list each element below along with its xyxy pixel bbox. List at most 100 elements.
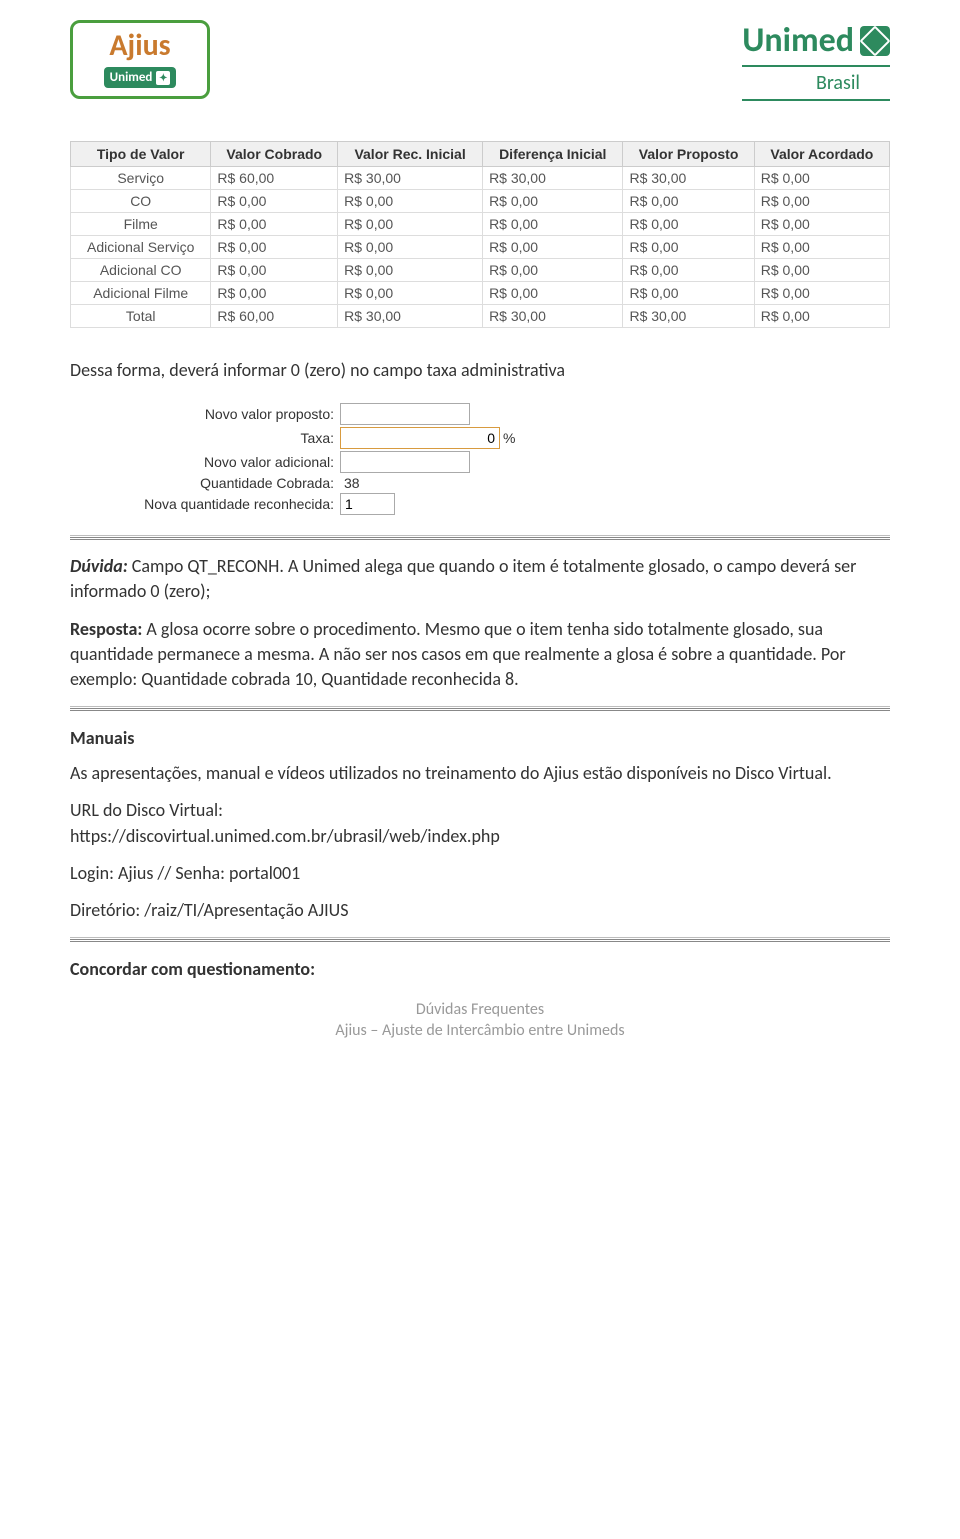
table-cell: R$ 0,00: [754, 190, 889, 213]
footer-line-2: Ajius – Ajuste de Intercâmbio entre Unim…: [70, 1021, 890, 1040]
table-cell: R$ 0,00: [211, 282, 338, 305]
table-cell: R$ 0,00: [623, 259, 754, 282]
th-rec-inicial: Valor Rec. Inicial: [338, 142, 483, 167]
input-nova-quantidade[interactable]: [340, 493, 395, 515]
table-row: Adicional ServiçoR$ 0,00R$ 0,00R$ 0,00R$…: [71, 236, 890, 259]
table-cell: CO: [71, 190, 211, 213]
url-label: URL do Disco Virtual:: [70, 799, 223, 821]
th-tipo: Tipo de Valor: [71, 142, 211, 167]
unimed-logo-icon: [860, 26, 890, 56]
table-cell: R$ 30,00: [483, 167, 623, 190]
form-section: Novo valor proposto: Taxa: % Novo valor …: [110, 403, 580, 515]
label-quantidade-cobrada: Quantidade Cobrada:: [110, 475, 340, 491]
table-cell: R$ 0,00: [338, 236, 483, 259]
diretorio-line: Diretório: /raiz/TI/Apresentação AJIUS: [70, 898, 890, 923]
table-cell: R$ 30,00: [338, 305, 483, 328]
unimed-badge: Unimed ✦: [104, 67, 177, 88]
table-cell: Filme: [71, 213, 211, 236]
table-cell: R$ 0,00: [754, 213, 889, 236]
table-cell: Serviço: [71, 167, 211, 190]
table-row: Adicional FilmeR$ 0,00R$ 0,00R$ 0,00R$ 0…: [71, 282, 890, 305]
th-acordado: Valor Acordado: [754, 142, 889, 167]
divider: [70, 937, 890, 942]
manuais-body: As apresentações, manual e vídeos utiliz…: [70, 761, 890, 786]
table-cell: R$ 30,00: [483, 305, 623, 328]
table-cell: R$ 0,00: [338, 259, 483, 282]
brasil-text: Brasil: [816, 71, 890, 95]
ajius-logo-text: Ajius: [81, 31, 199, 61]
unimed-logo-text: Unimed: [742, 20, 854, 61]
label-nova-quantidade: Nova quantidade reconhecida:: [110, 496, 340, 512]
taxa-suffix: %: [503, 430, 515, 446]
table-row: ServiçoR$ 60,00R$ 30,00R$ 30,00R$ 30,00R…: [71, 167, 890, 190]
url-value: https://discovirtual.unimed.com.br/ubras…: [70, 825, 500, 847]
footer-line-1: Dúvidas Frequentes: [70, 1000, 890, 1019]
table-cell: R$ 0,00: [338, 282, 483, 305]
th-proposto: Valor Proposto: [623, 142, 754, 167]
page-footer: Dúvidas Frequentes Ajius – Ajuste de Int…: [70, 1000, 890, 1040]
input-novo-valor-adicional[interactable]: [340, 451, 470, 473]
table-row: FilmeR$ 0,00R$ 0,00R$ 0,00R$ 0,00R$ 0,00: [71, 213, 890, 236]
table-cell: Total: [71, 305, 211, 328]
valores-table: Tipo de Valor Valor Cobrado Valor Rec. I…: [70, 141, 890, 328]
intro-text: Dessa forma, deverá informar 0 (zero) no…: [70, 358, 890, 383]
table-row: TotalR$ 60,00R$ 30,00R$ 30,00R$ 30,00R$ …: [71, 305, 890, 328]
table-cell: R$ 0,00: [211, 213, 338, 236]
label-novo-valor-proposto: Novo valor proposto:: [110, 406, 340, 422]
table-cell: R$ 0,00: [623, 213, 754, 236]
table-cell: R$ 0,00: [623, 282, 754, 305]
table-cell: R$ 0,00: [754, 305, 889, 328]
login-line: Login: Ajius // Senha: portal001: [70, 861, 890, 886]
concordar-heading: Concordar com questionamento:: [70, 958, 890, 980]
table-cell: R$ 60,00: [211, 167, 338, 190]
table-cell: R$ 0,00: [754, 282, 889, 305]
url-para: URL do Disco Virtual: https://discovirtu…: [70, 798, 890, 848]
label-taxa: Taxa:: [110, 430, 340, 446]
table-cell: R$ 0,00: [483, 213, 623, 236]
input-novo-valor-proposto[interactable]: [340, 403, 470, 425]
unimed-logo: Unimed Brasil: [742, 20, 890, 101]
table-cell: R$ 0,00: [754, 236, 889, 259]
manuais-heading: Manuais: [70, 727, 890, 749]
unimed-badge-icon: ✦: [156, 71, 170, 85]
table-cell: R$ 30,00: [623, 305, 754, 328]
table-cell: R$ 60,00: [211, 305, 338, 328]
table-cell: R$ 0,00: [483, 282, 623, 305]
value-quantidade-cobrada: 38: [340, 475, 360, 491]
table-cell: Adicional Filme: [71, 282, 211, 305]
label-novo-valor-adicional: Novo valor adicional:: [110, 454, 340, 470]
resposta-body: A glosa ocorre sobre o procedimento. Mes…: [70, 618, 846, 690]
page-header: Ajius Unimed ✦ Unimed Brasil: [70, 20, 890, 101]
table-cell: R$ 0,00: [623, 236, 754, 259]
table-cell: R$ 0,00: [211, 236, 338, 259]
table-cell: R$ 0,00: [211, 259, 338, 282]
duvida-label: Dúvida:: [70, 555, 128, 577]
table-cell: R$ 30,00: [338, 167, 483, 190]
input-taxa[interactable]: [340, 427, 500, 449]
ajius-logo: Ajius Unimed ✦: [70, 20, 210, 99]
th-diferenca: Diferença Inicial: [483, 142, 623, 167]
duvida-para: Dúvida: Campo QT_RECONH. A Unimed alega …: [70, 554, 890, 604]
table-cell: R$ 0,00: [623, 190, 754, 213]
table-cell: R$ 0,00: [338, 213, 483, 236]
table-cell: Adicional CO: [71, 259, 211, 282]
table-cell: R$ 0,00: [483, 259, 623, 282]
table-cell: R$ 30,00: [623, 167, 754, 190]
table-cell: Adicional Serviço: [71, 236, 211, 259]
duvida-title: Campo QT_RECONH.: [128, 555, 284, 577]
table-row: Adicional COR$ 0,00R$ 0,00R$ 0,00R$ 0,00…: [71, 259, 890, 282]
divider: [70, 706, 890, 711]
table-cell: R$ 0,00: [211, 190, 338, 213]
table-row: COR$ 0,00R$ 0,00R$ 0,00R$ 0,00R$ 0,00: [71, 190, 890, 213]
table-cell: R$ 0,00: [338, 190, 483, 213]
resposta-para: Resposta: A glosa ocorre sobre o procedi…: [70, 617, 890, 693]
divider: [70, 535, 890, 540]
resposta-label: Resposta:: [70, 618, 142, 640]
table-cell: R$ 0,00: [754, 259, 889, 282]
table-cell: R$ 0,00: [483, 190, 623, 213]
table-cell: R$ 0,00: [754, 167, 889, 190]
th-cobrado: Valor Cobrado: [211, 142, 338, 167]
table-header-row: Tipo de Valor Valor Cobrado Valor Rec. I…: [71, 142, 890, 167]
unimed-badge-text: Unimed: [110, 70, 153, 85]
table-cell: R$ 0,00: [483, 236, 623, 259]
